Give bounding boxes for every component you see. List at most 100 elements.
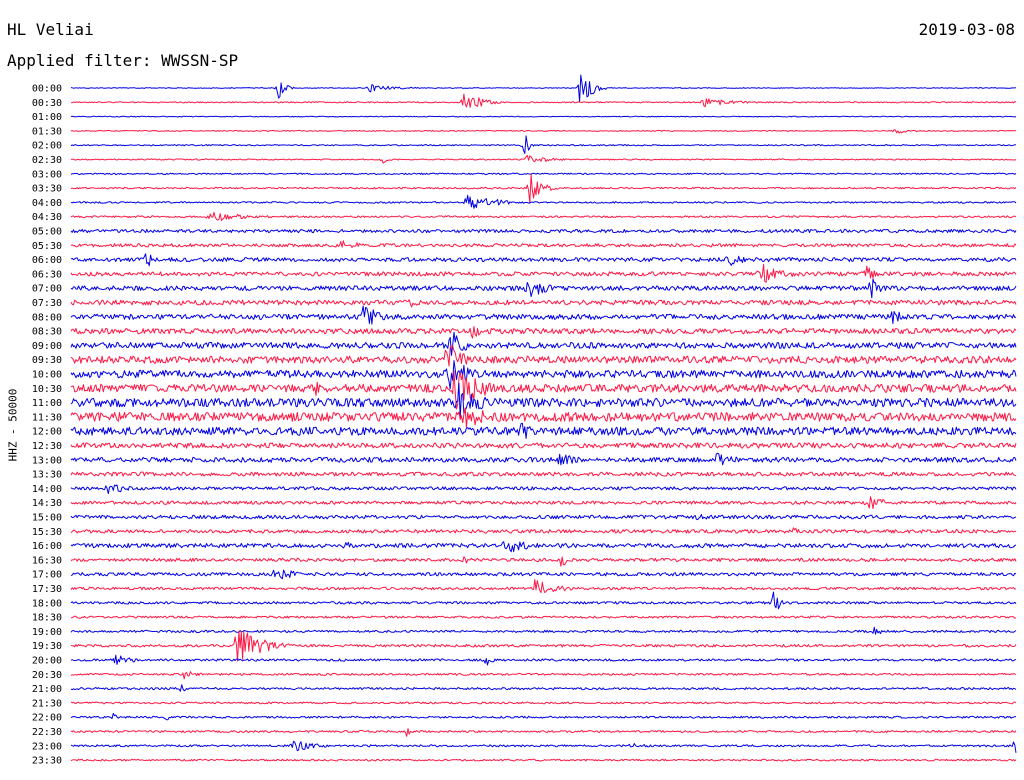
trace-line [70,326,1017,339]
trace-line [70,74,1017,103]
time-tick-label: 06:00 [32,255,62,266]
date-label: 2019-03-08 [918,20,1015,39]
time-tick-label: 01:00 [32,112,62,123]
time-tick-label: 19:30 [32,641,62,652]
time-tick-label: 06:30 [32,269,62,280]
trace-line [70,194,1017,209]
trace-line [70,654,1017,666]
trace-line [70,382,1017,419]
trace-line [70,527,1017,534]
trace-line [70,615,1017,619]
time-tick-label: 18:30 [32,613,62,624]
time-tick-label: 15:30 [32,527,62,538]
time-tick-label: 19:00 [32,627,62,638]
time-tick-label: 01:30 [32,126,62,137]
trace-line [70,172,1017,175]
time-tick-label: 05:00 [32,227,62,238]
trace-line [70,712,1016,721]
trace-line [70,701,1017,705]
trace-line [70,579,1017,594]
trace-line [70,514,1017,521]
time-tick-label: 11:30 [32,412,62,423]
time-tick-label: 13:30 [32,470,62,481]
trace-line [70,630,1017,662]
trace-line [70,452,1017,466]
time-tick-label: 09:00 [32,341,62,352]
time-tick-label: 03:00 [32,169,62,180]
trace-line [70,496,1017,510]
time-tick-label: 07:30 [32,298,62,309]
trace-line [70,299,1017,308]
trace-line [70,740,1017,753]
time-tick-label: 14:00 [32,484,62,495]
trace-line [70,471,1017,477]
trace-line [70,331,1017,356]
time-tick-label: 23:30 [32,756,62,767]
time-tick-label: 23:00 [32,741,62,752]
trace-line [70,591,1017,610]
trace-line [70,569,1017,580]
trace-line [70,541,1017,553]
time-tick-label: 15:00 [32,513,62,524]
trace-line [70,93,1017,108]
time-tick-label: 09:30 [32,355,62,366]
time-tick-label: 14:30 [32,498,62,509]
time-tick-label: 07:00 [32,284,62,295]
time-tick-label: 20:30 [32,670,62,681]
time-tick-label: 11:00 [32,398,62,409]
trace-line [70,758,1017,762]
time-tick-label: 10:00 [32,370,62,381]
trace-line [70,442,1017,449]
time-tick-label: 12:30 [32,441,62,452]
trace-group [70,74,1017,762]
station-title: HL Veliai [7,20,94,39]
trace-line [70,484,1017,495]
trace-line [70,240,1017,248]
trace-line [70,728,1017,737]
time-tick-label: 08:00 [32,312,62,323]
trace-line [70,407,1017,428]
time-tick-label: 16:00 [32,541,62,552]
time-tick-label: 00:30 [32,98,62,109]
filter-label: Applied filter: WWSSN-SP [7,51,239,70]
time-tick-label: 04:30 [32,212,62,223]
time-tick-label: 00:00 [32,84,62,95]
time-tick-labels: 00:00 00:30 01:00 01:30 02:00 02:30 03:00 03:30… [32,84,62,767]
time-tick-label: 04:00 [32,198,62,209]
trace-line [70,228,1017,234]
trace-line [70,360,1017,390]
time-tick-label: 18:00 [32,598,62,609]
trace-line [70,154,1017,164]
time-tick-label: 12:00 [32,427,62,438]
time-tick-label: 20:00 [32,656,62,667]
time-tick-label: 16:30 [32,555,62,566]
trace-line [70,305,1017,325]
trace-line [70,345,1017,367]
trace-line [70,253,1017,267]
time-tick-label: 13:00 [32,455,62,466]
time-tick-label: 10:30 [32,384,62,395]
time-tick-label: 21:30 [32,698,62,709]
trace-line [70,211,1017,221]
time-tick-label: 03:30 [32,184,62,195]
trace-line [70,671,1017,680]
trace-line [70,556,1017,567]
trace-line [70,684,1017,692]
trace-line [70,422,1017,439]
time-tick-label: 22:30 [32,727,62,738]
trace-line [70,278,1017,299]
time-tick-label: 08:30 [32,327,62,338]
time-tick-label: 05:30 [32,241,62,252]
time-tick-label: 17:30 [32,584,62,595]
trace-line [70,115,1017,118]
time-tick-label: 21:00 [32,684,62,695]
time-tick-label: 17:00 [32,570,62,581]
trace-line [70,129,1017,134]
trace-line [70,135,1017,154]
time-tick-label: 22:00 [32,713,62,724]
trace-line [70,263,1017,283]
time-tick-label: 02:00 [32,141,62,152]
trace-line [70,626,1017,635]
